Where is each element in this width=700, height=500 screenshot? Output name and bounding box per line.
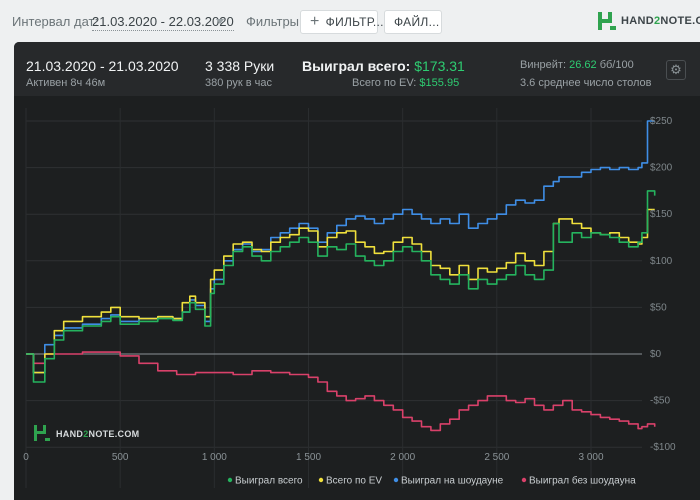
y-tick-label: $200 bbox=[650, 163, 673, 174]
won-total-label: Выиграл всего: bbox=[302, 58, 411, 74]
ev-label: Всего по EV: bbox=[352, 77, 417, 89]
won-total-value: $173.31 bbox=[414, 58, 465, 74]
plus-icon: + bbox=[310, 13, 320, 30]
profit-graph: -$100 -$50 $0 $50 $100 $150 $200 $250 0 500 1 000… bbox=[23, 108, 676, 488]
winrate: Винрейт: 26.62 бб/100 bbox=[520, 59, 634, 71]
graph-panel: 21.03.2020 - 21.03.2020 Активен 8ч 46м 3… bbox=[14, 42, 700, 500]
filters-label: Фильтры: bbox=[246, 14, 303, 29]
date-range: 21.03.2020 - 21.03.2020 bbox=[26, 58, 179, 74]
x-tick-label: 1 500 bbox=[296, 452, 321, 463]
active-time: Активен 8ч 46м bbox=[26, 77, 106, 89]
stats-header: 21.03.2020 - 21.03.2020 Активен 8ч 46м 3… bbox=[14, 42, 700, 96]
filter-button[interactable]: + ФИЛЬТР... bbox=[300, 10, 383, 34]
x-tick-label: 1 000 bbox=[202, 452, 227, 463]
ev-value: $155.95 bbox=[419, 77, 460, 89]
series-line bbox=[26, 351, 656, 432]
series-line bbox=[26, 190, 656, 383]
y-tick-label: $250 bbox=[650, 116, 673, 127]
x-tick-label: 2 000 bbox=[390, 452, 415, 463]
hand2note-logo-icon bbox=[598, 12, 616, 30]
winrate-value: 26.62 bbox=[569, 59, 597, 71]
gear-icon: ⚙ bbox=[670, 62, 682, 77]
y-tick-label: $0 bbox=[650, 349, 662, 360]
chart-grid bbox=[25, 108, 642, 488]
filter-button-label: ФИЛЬТР... bbox=[325, 15, 384, 29]
legend-swatch bbox=[521, 477, 527, 483]
file-button-label: ФАЙЛ... bbox=[394, 15, 440, 29]
avg-tables: 3.6 среднее число столов bbox=[520, 77, 652, 89]
y-tick-label: -$100 bbox=[650, 442, 676, 453]
logo: HAND2NOTE.COM bbox=[598, 12, 700, 30]
legend-label: Выиграл без шоудауна bbox=[529, 475, 636, 487]
x-tick-label: 500 bbox=[112, 452, 129, 463]
legend-label: Выиграл на шоудауне bbox=[401, 476, 504, 487]
y-tick-label: -$50 bbox=[650, 396, 670, 407]
legend-swatch bbox=[318, 477, 324, 483]
chart-y-ticks: -$100 -$50 $0 $50 $100 $150 $200 $250 bbox=[650, 116, 676, 453]
date-interval-picker[interactable]: 21.03.2020 - 22.03.2020 bbox=[92, 14, 234, 31]
x-tick-label: 3 000 bbox=[578, 452, 603, 463]
legend-swatch bbox=[393, 477, 399, 483]
hands-per-hour: 380 рук в час bbox=[205, 77, 273, 89]
winrate-label: Винрейт: bbox=[520, 59, 567, 71]
series-line bbox=[26, 208, 655, 374]
x-tick-label: 0 bbox=[23, 452, 29, 463]
y-tick-label: $150 bbox=[650, 209, 673, 220]
won-total: Выиграл всего: $173.31 bbox=[302, 58, 465, 74]
settings-gear-button[interactable]: ⚙ bbox=[666, 60, 686, 80]
legend-label: Выиграл всего bbox=[235, 476, 303, 487]
legend-swatch bbox=[227, 477, 233, 483]
top-toolbar: Интервал дат: 21.03.2020 - 22.03.2020 Фи… bbox=[0, 0, 700, 42]
y-tick-label: $100 bbox=[650, 256, 673, 267]
watermark-text: HAND2NOTE.COM bbox=[56, 429, 139, 439]
y-tick-label: $50 bbox=[650, 302, 667, 313]
x-tick-label: 2 500 bbox=[484, 452, 509, 463]
winrate-unit: бб/100 bbox=[599, 59, 634, 71]
legend-label: Всего по EV bbox=[326, 476, 382, 487]
file-button[interactable]: ФАЙЛ... bbox=[384, 10, 442, 34]
chart-legend: Выиграл всего Всего по EV Выиграл на шоуда… bbox=[227, 475, 636, 487]
chart-watermark: HAND2NOTE.COM bbox=[34, 425, 139, 441]
ev-total: Всего по EV: $155.95 bbox=[352, 77, 459, 89]
chart-x-ticks: 0 500 1 000 1 500 2 000 2 500 3 000 bbox=[23, 452, 604, 463]
hands-count: 3 338 Руки bbox=[205, 58, 275, 74]
logo-text: HAND2NOTE.COM bbox=[621, 15, 700, 27]
chevron-down-icon[interactable] bbox=[216, 19, 224, 24]
date-interval-label: Интервал дат: bbox=[12, 14, 99, 29]
chart-series bbox=[26, 120, 656, 432]
